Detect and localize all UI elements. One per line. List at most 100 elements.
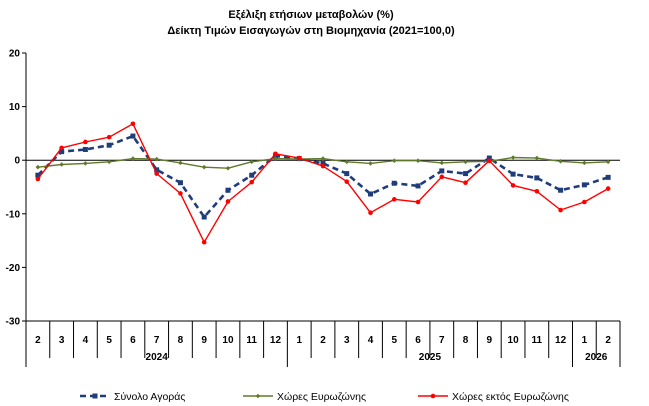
data-point: [534, 188, 540, 194]
data-point: [59, 149, 65, 155]
x-tick-label: 5: [391, 335, 397, 346]
data-point: [106, 134, 112, 140]
data-point: [558, 187, 564, 193]
legend: Σύνολο Αγοράς Χώρες Ευρωζώνης Χώρες εκτός …: [80, 391, 569, 403]
series-line: [36, 134, 609, 219]
legend-label: Χώρες Ευρωζώνης: [277, 391, 366, 403]
data-point: [82, 146, 88, 152]
data-point: [177, 180, 183, 186]
x-tick-label: 10: [508, 335, 520, 346]
data-point: [582, 199, 587, 205]
data-point: [201, 239, 207, 245]
data-point: [249, 179, 255, 185]
x-tick-label: 2: [35, 335, 41, 346]
data-point: [273, 156, 278, 161]
data-point: [201, 214, 207, 220]
legend-item: Σύνολο Αγοράς: [80, 391, 185, 403]
data-point: [534, 175, 540, 181]
chart-subtitle: Δείκτη Τιμών Εισαγωγών στη Βιομηχανία (2…: [167, 25, 455, 37]
data-point: [415, 199, 421, 205]
data-point: [439, 168, 445, 174]
x-tick-label: 7: [439, 335, 445, 346]
data-point: [249, 172, 255, 178]
data-point: [201, 164, 207, 170]
data-point: [487, 158, 492, 164]
x-tick-label: 9: [487, 335, 493, 346]
data-point: [439, 160, 445, 166]
data-point: [154, 167, 160, 173]
series-2: [35, 155, 611, 171]
data-point: [582, 160, 587, 166]
x-tick-label: 6: [415, 335, 421, 346]
data-point: [130, 133, 136, 139]
data-point: [83, 139, 88, 145]
year-label: 2026: [585, 352, 608, 363]
y-tick-label: -10: [6, 209, 21, 220]
data-point: [463, 159, 468, 165]
data-point: [534, 155, 540, 161]
data-point: [510, 171, 516, 177]
x-tick-label: 2: [605, 335, 611, 346]
legend-label: Χώρες εκτός Ευρωζώνης: [452, 391, 569, 403]
y-tick-label: -30: [6, 317, 21, 328]
y-tick-label: 20: [9, 49, 21, 60]
data-point: [249, 159, 255, 165]
x-tick-label: 2: [320, 335, 326, 346]
data-point: [344, 159, 350, 165]
year-label: 2025: [419, 352, 442, 363]
x-tick-label: 6: [130, 335, 136, 346]
x-tick-label: 10: [222, 335, 234, 346]
data-point: [605, 186, 611, 191]
chart-title: Εξέλιξη ετήσιων μεταβολών (%): [228, 9, 394, 21]
legend-item: Χώρες Ευρωζώνης: [243, 391, 366, 403]
data-point: [558, 207, 563, 213]
x-tick-label: 1: [296, 335, 302, 346]
data-point: [225, 165, 231, 171]
data-point: [320, 163, 326, 169]
data-point: [439, 174, 445, 180]
data-point: [225, 199, 231, 204]
data-point: [178, 160, 183, 166]
data-point: [486, 155, 492, 161]
data-point: [35, 172, 41, 178]
series-layer: [35, 121, 611, 245]
data-point: [368, 191, 374, 197]
x-tick-label: 8: [463, 335, 469, 346]
x-tick-label: 11: [246, 335, 257, 346]
data-point: [154, 156, 159, 162]
legend-label: Σύνολο Αγοράς: [114, 391, 185, 403]
data-point: [83, 161, 88, 166]
data-point: [463, 180, 468, 186]
y-tick-label: -20: [6, 263, 21, 274]
x-tick-label: 9: [201, 335, 207, 346]
x-tick-label: 3: [344, 335, 350, 346]
x-tick-label: 7: [154, 335, 160, 346]
y-tick-label: 10: [9, 102, 21, 113]
data-point: [368, 161, 373, 166]
data-point: [130, 121, 136, 127]
data-point: [154, 171, 159, 176]
data-point: [320, 160, 326, 166]
data-point: [605, 159, 611, 165]
x-tick-label: 4: [368, 335, 374, 346]
data-point: [35, 164, 41, 170]
x-tick-label: 12: [555, 335, 567, 346]
series-line: [37, 123, 609, 243]
x-tick-label: 12: [270, 335, 282, 346]
data-point: [344, 179, 350, 184]
data-point: [463, 171, 469, 177]
legend-marker: [430, 393, 436, 399]
data-point: [581, 182, 587, 188]
data-point: [391, 158, 397, 164]
data-point: [130, 156, 136, 161]
data-point: [59, 145, 64, 151]
data-point: [106, 142, 112, 148]
data-point: [344, 171, 350, 177]
data-point: [225, 187, 231, 193]
x-tick-label: 4: [83, 335, 89, 346]
data-point: [178, 191, 183, 196]
data-point: [35, 176, 41, 182]
data-point: [296, 155, 302, 161]
